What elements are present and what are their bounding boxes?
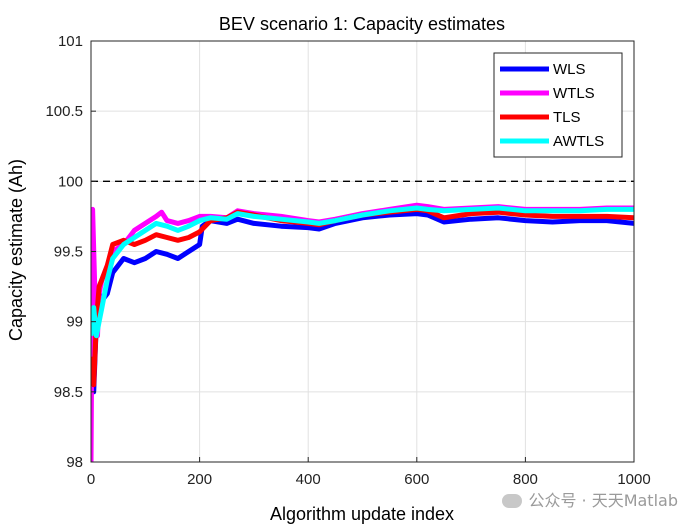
legend-label: TLS	[553, 109, 581, 126]
x-tick-label: 1000	[617, 471, 650, 488]
y-tick-label: 99	[66, 314, 83, 331]
watermark-text: 公众号 · 天天Matlab	[528, 491, 678, 510]
wechat-icon	[502, 494, 523, 508]
y-tick-label: 98	[66, 454, 83, 471]
y-tick-label: 101	[58, 33, 83, 50]
x-tick-label: 0	[87, 471, 95, 488]
series-line-awtls	[91, 205, 634, 339]
y-tick-label: 98.5	[54, 384, 83, 401]
x-tick-label: 200	[187, 471, 212, 488]
series-group	[91, 202, 634, 462]
x-axis-label: Algorithm update index	[270, 504, 454, 524]
legend-label: WTLS	[553, 85, 595, 102]
series-line-wls	[91, 211, 634, 395]
legend-label: AWTLS	[553, 133, 604, 150]
y-tick-label: 100	[58, 173, 83, 190]
chart-title: BEV scenario 1: Capacity estimates	[219, 14, 505, 34]
y-tick-label: 99.5	[54, 244, 83, 261]
x-tick-label: 400	[296, 471, 321, 488]
y-axis-label: Capacity estimate (Ah)	[6, 159, 26, 341]
watermark: 公众号 · 天天Matlab	[502, 487, 678, 511]
y-tick-label: 100.5	[45, 103, 83, 120]
x-tick-label: 600	[404, 471, 429, 488]
x-tick-label: 800	[513, 471, 538, 488]
plot-area: 0 200 400 600 800 1000 98 98.5 99 99.5 100 100.5 101…	[45, 33, 650, 488]
legend-label: WLS	[553, 61, 586, 78]
